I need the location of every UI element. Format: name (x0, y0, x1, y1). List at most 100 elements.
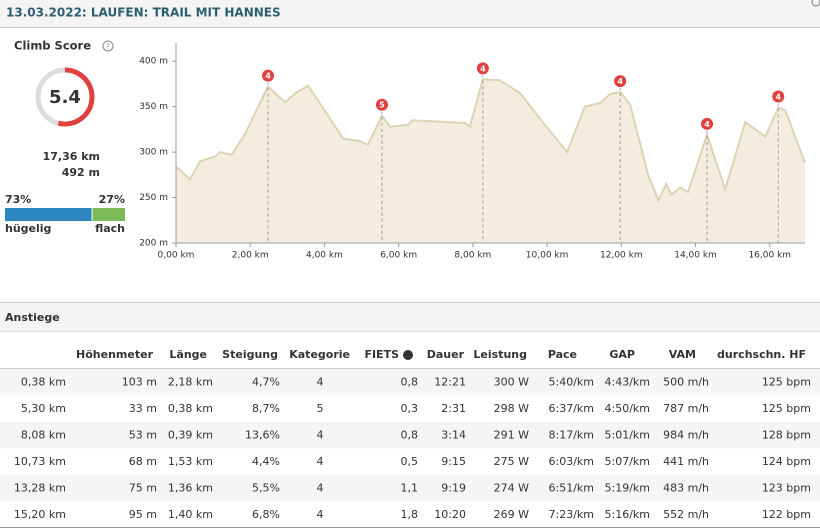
elevation: 492 m (62, 166, 100, 179)
cell: 13,6% (245, 429, 280, 442)
cell: 5,5% (252, 482, 280, 495)
distance: 17,36 km (43, 150, 100, 163)
cell: 6,8% (252, 508, 280, 521)
cell: 33 m (129, 402, 157, 415)
cell: 269 W (494, 508, 529, 521)
cell: 1,53 km (168, 455, 213, 468)
cell: 4:50/km (605, 402, 651, 415)
cell: 4,4% (252, 455, 280, 468)
cell: 9:15 (441, 455, 466, 468)
x-tick-label: 12,00 km (600, 251, 643, 261)
cell: 274 W (494, 482, 529, 495)
cell: 2,18 km (168, 376, 213, 389)
column-header: VAM (669, 348, 696, 361)
x-tick-label: 2,00 km (232, 251, 269, 261)
x-tick-label: 10,00 km (526, 251, 569, 261)
terrain-share: 73% (5, 193, 31, 206)
cell: 75 m (129, 482, 157, 495)
cell: 275 W (494, 455, 529, 468)
marker-label: 5 (379, 101, 385, 110)
cell: 552 m/h (663, 508, 709, 521)
cell: 291 W (494, 429, 529, 442)
cell: 125 bpm (762, 402, 811, 415)
cell: 0,39 km (168, 429, 213, 442)
column-header: durchschn. HF (717, 348, 806, 361)
cell: 68 m (129, 455, 157, 468)
cell: 123 bpm (762, 482, 811, 495)
marker-label: 4 (265, 72, 271, 81)
cell: 122 bpm (762, 508, 811, 521)
cell: 0,5 (401, 455, 419, 468)
cell: 984 m/h (663, 429, 709, 442)
cell: 4:43/km (605, 376, 651, 389)
cell: 12:21 (434, 376, 466, 389)
cell: 1,36 km (168, 482, 213, 495)
help-icon-q: ? (106, 43, 110, 51)
x-tick-label: 8,00 km (454, 251, 491, 261)
cell: 15,20 km (14, 508, 66, 521)
y-tick-label: 350 m (139, 102, 168, 112)
cell: 298 W (494, 402, 529, 415)
section-bar (0, 303, 820, 331)
cell: 0,8 (401, 429, 419, 442)
cell: 6:37/km (549, 402, 595, 415)
marker-label: 4 (617, 77, 623, 86)
cell: 4 (317, 508, 324, 521)
cell: 4 (317, 376, 324, 389)
cell: 441 m/h (663, 455, 709, 468)
cell: 5:19/km (605, 482, 651, 495)
terrain-name: flach (95, 222, 125, 235)
column-header: FIETS (364, 348, 399, 361)
x-tick-label: 14,00 km (674, 251, 717, 261)
cell: 8:17/km (549, 429, 595, 442)
climb-score: 5.4 (49, 87, 81, 108)
cell: 4 (317, 455, 324, 468)
cell: 4,7% (252, 376, 280, 389)
x-tick-label: 4,00 km (306, 251, 343, 261)
cell: 787 m/h (663, 402, 709, 415)
cell: 2:31 (441, 402, 466, 415)
marker-label: 4 (480, 64, 486, 73)
marker-label: 4 (775, 93, 781, 102)
cell: 125 bpm (762, 376, 811, 389)
column-header: Länge (169, 348, 207, 361)
cell: 5:16/km (605, 508, 651, 521)
climb-title: Climb Score (14, 39, 91, 53)
cell: 5,30 km (21, 402, 66, 415)
terrain-bar (93, 208, 125, 221)
cell: 5:40/km (549, 376, 595, 389)
x-tick-label: 0,00 km (158, 251, 195, 261)
cell: 0,38 km (168, 402, 213, 415)
cell: 9:19 (441, 482, 466, 495)
y-tick-label: 300 m (139, 148, 168, 158)
cell: 1,8 (401, 508, 419, 521)
cell: 300 W (494, 376, 529, 389)
cell: 103 m (122, 376, 157, 389)
cell: 4 (317, 429, 324, 442)
cell: 5:01/km (605, 429, 651, 442)
cell: 3:14 (441, 429, 466, 442)
cell: 5 (317, 402, 324, 415)
column-header: Höhenmeter (76, 348, 154, 361)
column-header: GAP (609, 348, 635, 361)
cell: 95 m (129, 508, 157, 521)
cell: 53 m (129, 429, 157, 442)
cell: 1,1 (401, 482, 419, 495)
column-header: Steigung (222, 348, 278, 361)
cell: 8,08 km (21, 429, 66, 442)
cell: 6:51/km (549, 482, 595, 495)
cell: 483 m/h (663, 482, 709, 495)
cell: 0,38 km (21, 376, 66, 389)
cell: 124 bpm (762, 455, 811, 468)
column-header: Kategorie (289, 348, 350, 361)
page-title: 13.03.2022: LAUFEN: TRAIL MIT HANNES (6, 6, 281, 20)
cell: 10,73 km (14, 455, 66, 468)
x-tick-label: 6,00 km (380, 251, 417, 261)
cell: 500 m/h (663, 376, 709, 389)
cell: 5:07/km (605, 455, 651, 468)
column-header: Dauer (427, 348, 465, 361)
info-icon (403, 350, 413, 360)
cell: 8,7% (252, 402, 280, 415)
marker-label: 4 (704, 120, 710, 129)
